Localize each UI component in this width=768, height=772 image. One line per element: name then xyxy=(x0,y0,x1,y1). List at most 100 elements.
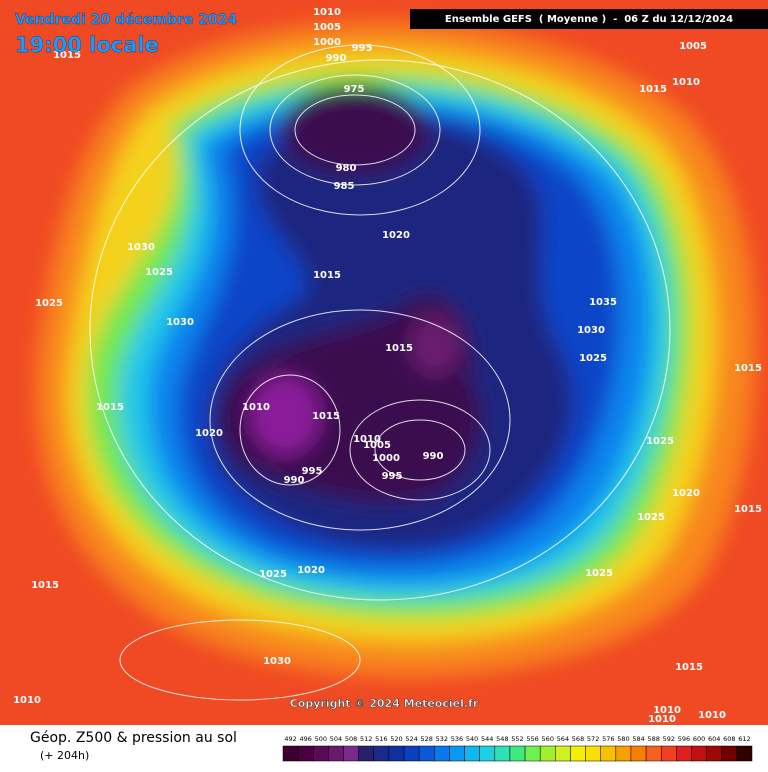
scale-cell xyxy=(570,745,586,762)
scale-label: 536 xyxy=(451,735,463,743)
scale-label: 544 xyxy=(481,735,493,743)
copyright: Copyright © 2024 Meteociel.fr xyxy=(290,697,479,710)
scale-cell xyxy=(555,745,571,762)
scale-label: 512 xyxy=(360,735,372,743)
scale-label: 524 xyxy=(405,735,417,743)
scale-cell xyxy=(358,745,375,762)
scale-label: 612 xyxy=(738,735,750,743)
isobar-label: 1010 xyxy=(698,710,726,721)
isobar-label: 1015 xyxy=(313,270,341,281)
scale-label: 500 xyxy=(315,735,327,743)
isobar-label: 1010 xyxy=(353,434,381,445)
scale-label: 520 xyxy=(390,735,402,743)
scale-cell xyxy=(449,745,465,762)
isobar-label: 1020 xyxy=(297,565,325,576)
scale-label: 592 xyxy=(663,735,675,743)
isobar-labels: 1010100510009959901015100510101015975980… xyxy=(13,7,762,725)
isobar-label: 1015 xyxy=(53,50,81,61)
scale-label: 568 xyxy=(572,735,584,743)
isobar-label: 1020 xyxy=(672,488,700,499)
scale-label: 496 xyxy=(299,735,311,743)
scale-cell xyxy=(297,745,314,762)
scale-cell xyxy=(660,745,677,762)
isobar-label: 1030 xyxy=(577,325,605,336)
scale-cell xyxy=(615,745,632,762)
scale-cell xyxy=(509,745,526,762)
footer-lead: (+ 204h) xyxy=(40,749,89,762)
isobar-label: 990 xyxy=(423,451,444,462)
isobar-label: 1010 xyxy=(653,705,681,716)
isobar-label: 1010 xyxy=(672,77,700,88)
scale-cell xyxy=(403,745,420,762)
scale-cell xyxy=(388,745,405,762)
scale-label: 552 xyxy=(511,735,523,743)
scale-cell xyxy=(313,745,329,762)
scale-cell xyxy=(464,745,480,762)
isobar-label: 1005 xyxy=(313,22,341,33)
isobar-label: 1005 xyxy=(679,41,707,52)
isobar-label: 1035 xyxy=(589,297,617,308)
scale-label: 580 xyxy=(617,735,629,743)
isobar-label: 1015 xyxy=(312,411,340,422)
isobar-label: 1025 xyxy=(35,298,63,309)
scale-cell xyxy=(721,745,738,762)
scale-cell xyxy=(494,745,511,762)
scale-cell xyxy=(343,745,359,762)
isobar-label: 995 xyxy=(382,471,403,482)
scale-label: 540 xyxy=(466,735,478,743)
isobar-label: 1025 xyxy=(585,568,613,579)
scale-cell xyxy=(600,745,617,762)
scale-label: 576 xyxy=(602,735,614,743)
scale-cell xyxy=(676,745,692,762)
scale-cell xyxy=(539,745,556,762)
isobar-label: 1005 xyxy=(363,440,391,451)
isobar-label: 1025 xyxy=(145,267,173,278)
isobar-label: 1020 xyxy=(382,230,410,241)
isobar-label: 1030 xyxy=(263,656,291,667)
scale-cell xyxy=(585,745,601,762)
scale-cell xyxy=(645,745,662,762)
scale-label: 564 xyxy=(557,735,569,743)
local-time: 19:00 locale xyxy=(15,33,159,57)
isobar-label: 1015 xyxy=(675,662,703,673)
scale-label: 560 xyxy=(542,735,554,743)
scale-cell xyxy=(736,745,753,762)
scale-label: 604 xyxy=(708,735,720,743)
scale-label: 600 xyxy=(693,735,705,743)
footer-title: Géop. Z500 & pression au sol xyxy=(30,730,237,746)
scale-label: 556 xyxy=(526,735,538,743)
isobar-label: 1000 xyxy=(372,453,400,464)
run-banner xyxy=(410,9,768,29)
scale-label: 508 xyxy=(345,735,357,743)
scale-label: 532 xyxy=(436,735,448,743)
scale-cell xyxy=(328,745,344,762)
isobar-label: 1015 xyxy=(734,363,762,374)
scale-cell xyxy=(524,745,541,762)
isobar-label: 1030 xyxy=(127,242,155,253)
color-scale: 492 496 500 504 508 512 516 520 524 528 532 536 540 5… xyxy=(282,735,753,762)
isobar-label: 1015 xyxy=(96,402,124,413)
scale-cell xyxy=(418,745,435,762)
scale-cell xyxy=(434,745,450,762)
scale-cell xyxy=(479,745,496,762)
isobar-label: 1015 xyxy=(385,343,413,354)
isobar-label: 1010 xyxy=(13,695,41,706)
isobar-label: 995 xyxy=(302,466,323,477)
isobar-label: 1030 xyxy=(166,317,194,328)
isobar-label: 1025 xyxy=(637,512,665,523)
isobar-label: 990 xyxy=(284,475,305,486)
isobar-label: 1015 xyxy=(31,580,59,591)
isobar-label: 1025 xyxy=(259,569,287,580)
scale-cell xyxy=(691,745,707,762)
scale-label: 492 xyxy=(284,735,296,743)
isobar-label: 1010 xyxy=(313,7,341,18)
geopotential-field xyxy=(0,0,768,725)
isobar-label: 990 xyxy=(326,53,347,64)
scale-label: 588 xyxy=(647,735,659,743)
isobar-label: 995 xyxy=(352,43,373,54)
scale-label: 528 xyxy=(421,735,433,743)
scale-label: 584 xyxy=(632,735,644,743)
isobar-label: 1025 xyxy=(646,436,674,447)
isobar-label: 1000 xyxy=(313,37,341,48)
